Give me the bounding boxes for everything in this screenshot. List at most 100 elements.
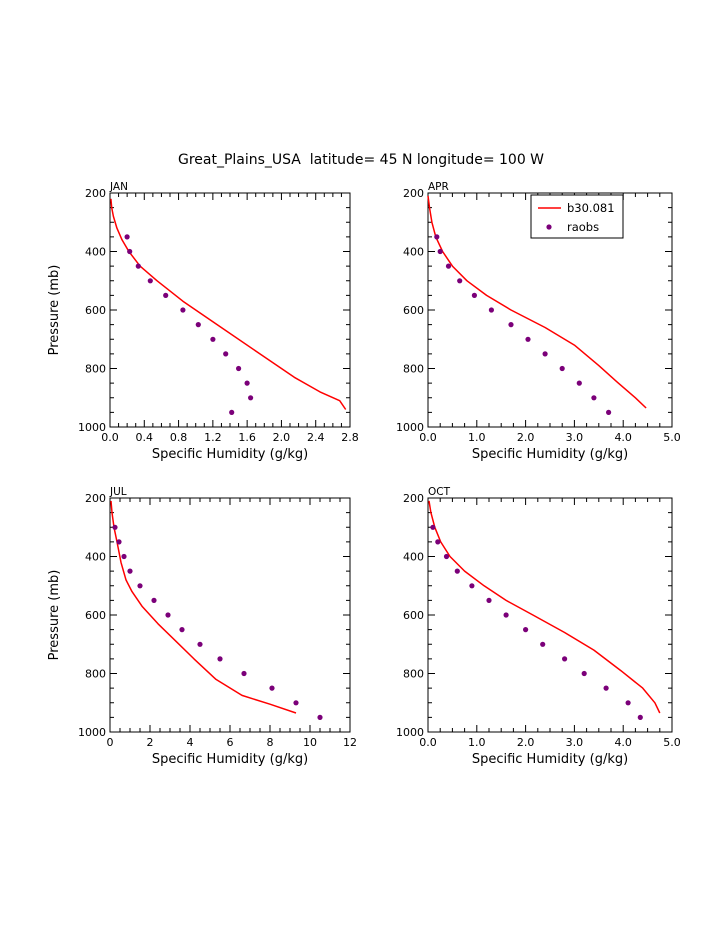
raobs-point-oct: [430, 524, 436, 530]
raobs-point-oct: [454, 568, 460, 574]
legend-dot-sample: [546, 224, 552, 230]
raobs-point-jul: [179, 627, 185, 633]
raobs-point-oct: [637, 714, 643, 721]
series-line-oct: [428, 500, 661, 714]
raobs-point-jul: [197, 641, 203, 647]
plot-frame-jan: [109, 192, 351, 428]
series-line-jan: [110, 198, 347, 410]
raobs-point-oct: [503, 612, 509, 618]
x-tick-label-jul: 8: [267, 736, 274, 749]
y-tick-label-jan: 200: [85, 187, 106, 200]
y-axis-label-jan: Pressure (mb): [47, 265, 62, 356]
y-tick-label-apr: 1000: [396, 421, 424, 434]
raobs-point-jan: [180, 307, 186, 313]
y-tick-label-oct: 1000: [396, 726, 424, 739]
raobs-point-jul: [121, 553, 127, 560]
raobs-point-jan: [124, 234, 130, 240]
raobs-point-oct: [486, 597, 492, 604]
raobs-point-jul: [293, 700, 299, 706]
y-tick-label-oct: 600: [403, 609, 424, 622]
raobs-point-apr: [437, 248, 443, 255]
raobs-point-apr: [457, 278, 463, 284]
y-tick-label-jul: 400: [85, 551, 106, 564]
raobs-point-oct: [581, 670, 587, 677]
legend-line-label: b30.081: [567, 201, 615, 215]
x-tick-label-oct: 2.0: [517, 736, 535, 749]
panel-oct: OCT 0.0 1.0 2.0 3.0 4.0 5.0 200 400 600 800 1000 Spe…: [396, 486, 681, 767]
raobs-point-oct: [443, 553, 450, 560]
x-axis-label-jul: Specific Humidity (g/kg): [152, 752, 308, 767]
legend-box: [530, 194, 624, 239]
panel-label-apr: APR: [428, 181, 449, 193]
y-axis-label-jul: Pressure (mb): [47, 570, 62, 661]
x-tick-label-oct: 1.0: [468, 736, 486, 749]
x-tick-label-apr: 2.0: [517, 431, 535, 444]
x-tick-label-jul: 0: [107, 736, 114, 749]
x-tick-label-jul: 12: [343, 736, 357, 749]
raobs-point-jul: [241, 670, 247, 677]
x-tick-label-oct: 5.0: [663, 736, 681, 749]
raobs-point-jan: [147, 278, 153, 284]
figure-title: Great_Plains_USA latitude= 45 N longitud…: [178, 152, 544, 168]
x-axis-label-jan: Specific Humidity (g/kg): [152, 447, 308, 462]
raobs-point-jul: [127, 568, 133, 574]
y-tick-label-apr: 600: [403, 304, 424, 317]
raobs-point-jan: [229, 409, 235, 415]
x-tick-label-jan: 0.0: [101, 431, 119, 444]
raobs-point-oct: [523, 627, 529, 633]
panel-label-jul: JUL: [109, 486, 127, 498]
raobs-point-apr: [542, 351, 548, 357]
raobs-point-jan: [236, 365, 242, 372]
x-tick-label-oct: 3.0: [566, 736, 584, 749]
x-tick-label-jan: 2.8: [341, 431, 359, 444]
y-tick-label-jan: 800: [85, 363, 106, 376]
x-tick-label-jul: 6: [227, 736, 234, 749]
x-tick-label-jan: 0.8: [170, 431, 188, 444]
y-tick-label-jul: 1000: [78, 726, 106, 739]
plot-frame-oct: [427, 497, 673, 733]
raobs-point-jul: [137, 583, 143, 589]
raobs-point-apr: [445, 263, 452, 269]
raobs-point-apr: [576, 380, 582, 386]
y-tick-label-oct: 200: [403, 492, 424, 505]
raobs-point-oct: [435, 539, 441, 545]
raobs-point-jan: [127, 248, 133, 255]
x-tick-label-jan: 2.0: [273, 431, 291, 444]
raobs-point-oct: [603, 685, 609, 691]
y-tick-label-apr: 200: [403, 187, 424, 200]
x-tick-label-oct: 0.0: [419, 736, 437, 749]
raobs-point-jan: [248, 395, 254, 401]
x-tick-label-apr: 1.0: [468, 431, 486, 444]
raobs-point-jul: [217, 656, 223, 662]
panel-label-jan: JAN: [109, 181, 128, 193]
y-tick-label-jan: 600: [85, 304, 106, 317]
y-tick-label-oct: 400: [403, 551, 424, 564]
panel-jan: JAN 0.0 0.4 0.8 1.2 1.6 2.0 2.4 2.8 200 400 600 800 1…: [47, 181, 359, 462]
raobs-point-jul: [116, 539, 122, 545]
x-tick-label-jul: 10: [303, 736, 317, 749]
raobs-point-jan: [195, 322, 201, 328]
y-tick-label-jan: 400: [85, 246, 106, 259]
y-tick-label-jul: 200: [85, 492, 106, 505]
y-tick-label-jul: 800: [85, 668, 106, 681]
raobs-point-jul: [165, 612, 171, 618]
raobs-point-apr: [508, 322, 514, 328]
raobs-point-jan: [223, 351, 229, 357]
series-line-jul: [110, 500, 297, 714]
x-tick-label-jul: 2: [147, 736, 154, 749]
raobs-point-apr: [559, 365, 565, 372]
x-axis-label-oct: Specific Humidity (g/kg): [472, 752, 628, 767]
raobs-point-oct: [625, 700, 631, 706]
raobs-point-apr: [471, 292, 477, 298]
x-tick-label-jan: 1.2: [204, 431, 222, 444]
x-axis-label-apr: Specific Humidity (g/kg): [472, 447, 628, 462]
y-tick-label-jan: 1000: [78, 421, 106, 434]
legend: b30.081 raobs: [530, 194, 624, 239]
raobs-point-apr: [488, 307, 494, 313]
x-tick-label-jan: 2.4: [307, 431, 325, 444]
raobs-point-jan: [210, 336, 216, 342]
x-tick-label-apr: 5.0: [663, 431, 681, 444]
series-line-apr: [427, 195, 647, 409]
y-tick-label-oct: 800: [403, 668, 424, 681]
